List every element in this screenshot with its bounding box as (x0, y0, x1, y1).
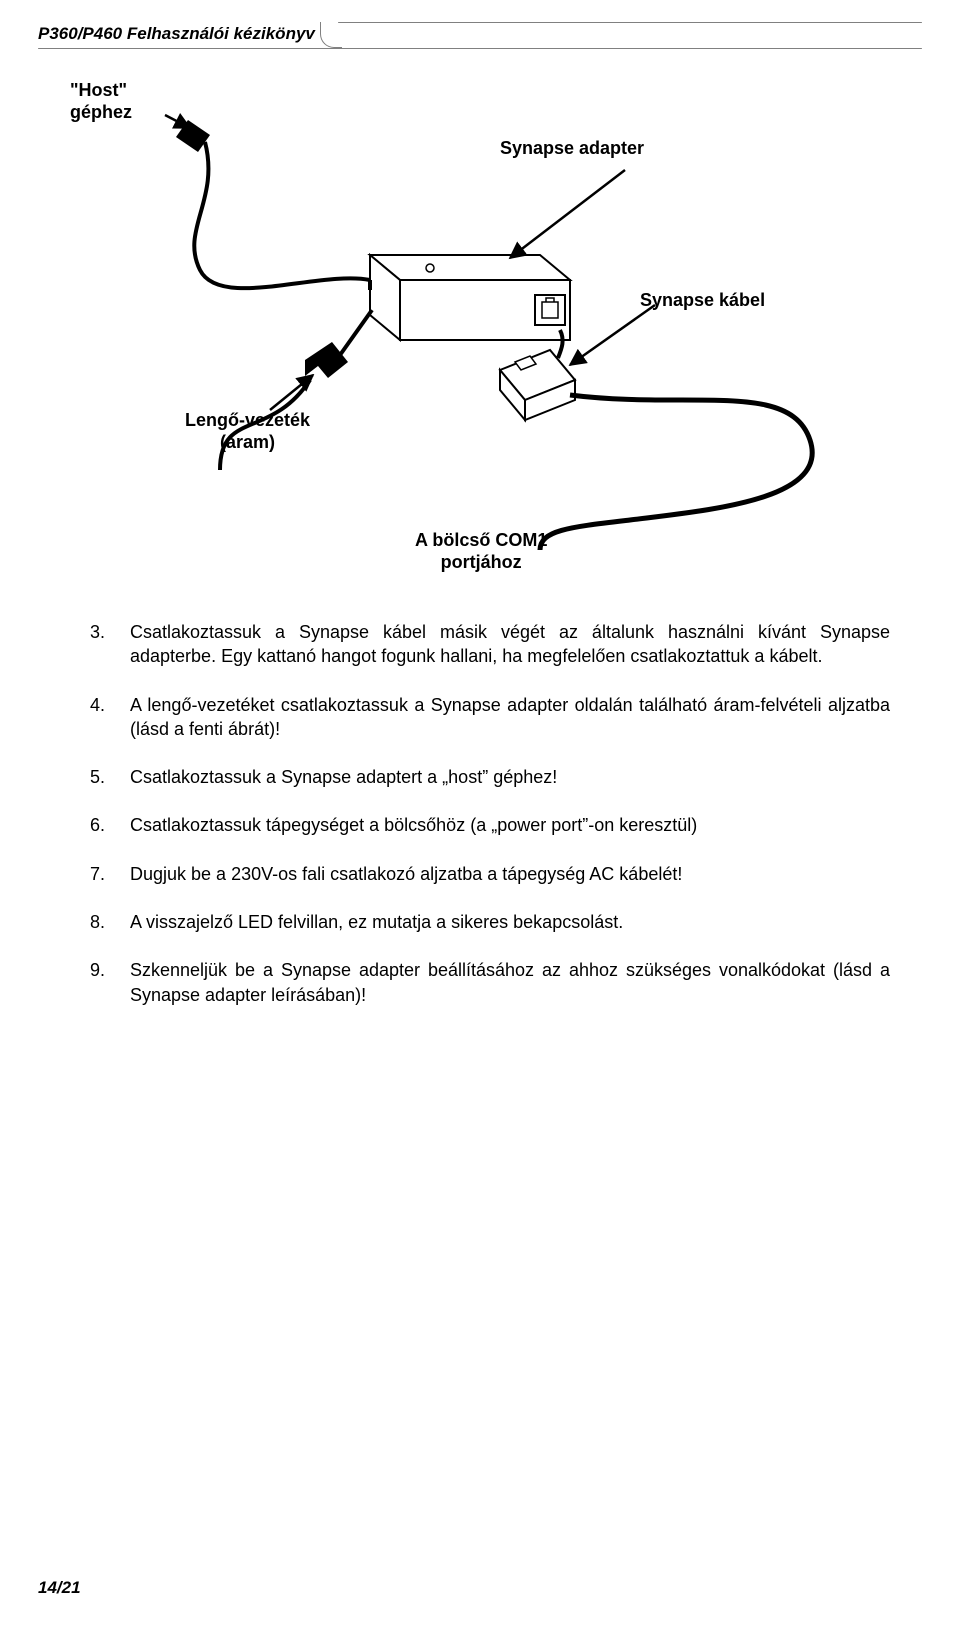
label-power-cord: Lengő-vezeték (áram) (185, 410, 310, 453)
wiring-diagram: "Host" géphez Synapse adapter Synapse ká… (70, 80, 890, 570)
label-com1: A bölcső COM1 portjához (415, 530, 547, 573)
page-header: P360/P460 Felhasználói kézikönyv (38, 22, 922, 50)
doc-title: P360/P460 Felhasználói kézikönyv (38, 24, 315, 44)
label-synapse-cable: Synapse kábel (640, 290, 765, 312)
header-rule-top (338, 22, 922, 23)
step-4: A lengő-vezetéket csatlakoztassuk a Syna… (90, 693, 890, 742)
step-8: A visszajelző LED felvillan, ez mutatja … (90, 910, 890, 934)
label-host: "Host" géphez (70, 80, 132, 123)
step-9: Szkenneljük be a Synapse adapter beállít… (90, 958, 890, 1007)
header-rule-bottom (38, 48, 922, 49)
page-number: 14/21 (38, 1578, 81, 1598)
instruction-list: Csatlakoztassuk a Synapse kábel másik vé… (90, 620, 890, 1031)
step-3: Csatlakoztassuk a Synapse kábel másik vé… (90, 620, 890, 669)
diagram-svg (70, 80, 890, 570)
step-7: Dugjuk be a 230V-os fali csatlakozó aljz… (90, 862, 890, 886)
step-6: Csatlakoztassuk tápegységet a bölcsőhöz … (90, 813, 890, 837)
header-rule-curve (320, 22, 342, 48)
label-synapse-adapter: Synapse adapter (500, 138, 644, 160)
step-5: Csatlakoztassuk a Synapse adaptert a „ho… (90, 765, 890, 789)
